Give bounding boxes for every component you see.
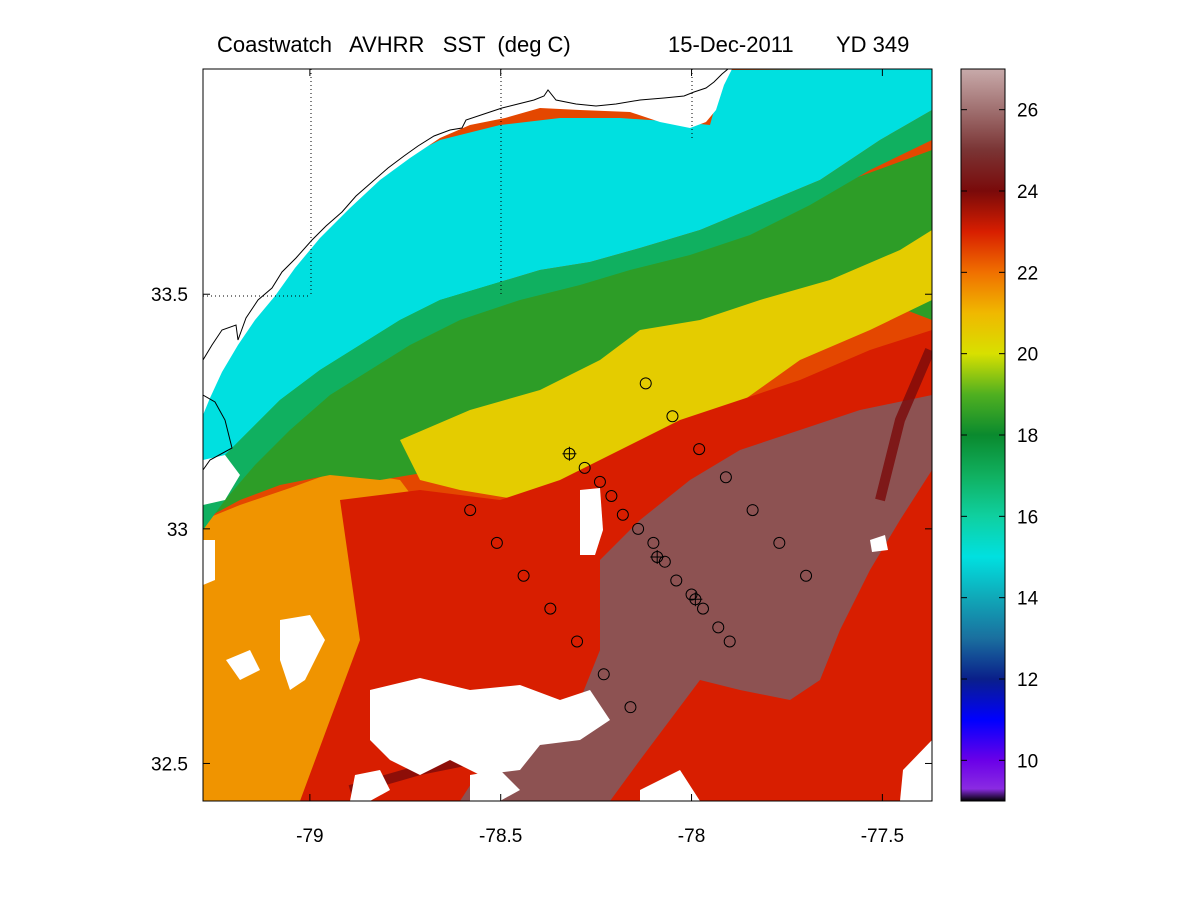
station-circle — [464, 504, 477, 517]
colorbar: 10 12 14 16 18 20 22 24 26 — [960, 68, 1039, 802]
y-tick-label: 32.5 — [151, 754, 188, 775]
station-circle — [578, 461, 591, 474]
station-circle — [632, 522, 645, 535]
x-tick-label: -78.5 — [479, 826, 522, 847]
station-markers — [464, 377, 813, 714]
station-circle — [605, 490, 618, 502]
sst-map: -79 -78.5 -78 -77.5 32.5 33 33.5 — [151, 68, 933, 847]
colorbar-tick-label: 16 — [1017, 507, 1038, 528]
station-marker — [712, 621, 725, 634]
station-circle — [685, 588, 698, 601]
sst-teal-edge — [203, 110, 932, 530]
sst-shelf-green — [203, 150, 932, 520]
title-date: 15-Dec-2011 — [668, 32, 794, 57]
station-marker — [544, 602, 557, 615]
station-circle — [639, 377, 652, 390]
station-marker — [464, 504, 477, 517]
station-circle — [723, 635, 736, 648]
station-circle — [571, 635, 584, 648]
coastline — [203, 69, 729, 471]
station-circle — [593, 475, 606, 488]
colorbar-tick-label: 10 — [1017, 751, 1038, 772]
station-marker — [597, 668, 610, 681]
station-marker — [658, 555, 671, 568]
station-marker — [666, 410, 679, 423]
station-circle — [696, 602, 709, 615]
title-yearday: YD 349 — [836, 32, 909, 57]
colorbar-tick-label: 24 — [1017, 182, 1039, 203]
map-axes-frame — [202, 68, 933, 802]
station-circle — [624, 701, 637, 714]
station-marker — [693, 443, 706, 456]
colorbar-tick-label: 22 — [1017, 263, 1038, 284]
station-circle — [658, 555, 671, 568]
station-marker — [688, 592, 703, 607]
station-marker — [517, 569, 530, 582]
colorbar-tick-label: 20 — [1017, 345, 1038, 366]
y-tick-label: 33.5 — [151, 285, 188, 306]
station-marker — [685, 588, 698, 601]
station-marker — [773, 536, 786, 549]
station-marker — [800, 569, 813, 582]
x-axis: -79 -78.5 -78 -77.5 — [296, 69, 904, 847]
sst-yellow-band — [400, 230, 932, 500]
station-marker — [670, 574, 683, 587]
station-circle — [693, 443, 706, 456]
colorbar-tick-label: 26 — [1017, 101, 1038, 122]
cloud-mask — [203, 455, 932, 801]
colorbar-tick-label: 18 — [1017, 426, 1038, 447]
station-marker — [719, 471, 732, 484]
station-marker — [746, 504, 759, 517]
station-circle — [746, 504, 759, 517]
station-marker — [632, 522, 645, 535]
station-marker — [696, 602, 709, 615]
figure-title: Coastwatch AVHRR SST (deg C) 15-Dec-2011… — [217, 32, 909, 57]
station-marker — [616, 508, 629, 521]
x-tick-label: -78 — [678, 826, 705, 847]
title-main: Coastwatch AVHRR SST (deg C) — [217, 32, 571, 57]
station-circle — [647, 536, 660, 549]
station-marker — [639, 377, 652, 390]
colorbar-tick-label: 12 — [1017, 670, 1038, 691]
x-tick-label: -77.5 — [861, 826, 904, 847]
colorbar-ticks: 10 12 14 16 18 20 22 24 26 — [961, 101, 1039, 772]
x-tick-label: -79 — [296, 826, 323, 847]
station-marker — [605, 490, 618, 502]
station-circle — [670, 574, 683, 587]
station-marker — [578, 461, 591, 474]
station-circle — [712, 621, 725, 634]
station-marker — [571, 635, 584, 648]
station-circle — [616, 508, 629, 521]
station-circle — [773, 536, 786, 549]
station-circle — [597, 668, 610, 681]
station-circle — [517, 569, 530, 582]
station-marker — [723, 635, 736, 648]
station-circle — [719, 471, 732, 484]
station-marker — [562, 446, 577, 461]
station-marker — [490, 536, 503, 549]
land-mask — [203, 69, 732, 415]
station-marker — [647, 536, 660, 549]
y-tick-label: 33 — [167, 520, 188, 541]
station-marker — [593, 475, 606, 488]
colorbar-fill — [961, 69, 1005, 801]
station-marker — [624, 701, 637, 714]
colorbar-tick-label: 14 — [1017, 589, 1039, 610]
station-circle — [800, 569, 813, 582]
y-axis: 32.5 33 33.5 — [151, 285, 932, 775]
station-circle — [490, 536, 503, 549]
station-circle — [544, 602, 557, 615]
station-circle — [666, 410, 679, 423]
